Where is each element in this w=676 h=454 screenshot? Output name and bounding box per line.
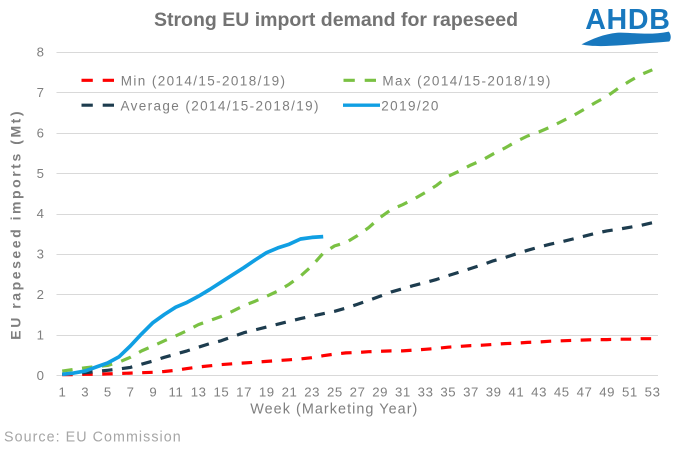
svg-text:23: 23 — [304, 385, 320, 400]
svg-text:29: 29 — [372, 385, 388, 400]
svg-text:35: 35 — [440, 385, 456, 400]
svg-text:0: 0 — [37, 368, 44, 383]
svg-text:11: 11 — [169, 385, 184, 400]
svg-text:1: 1 — [59, 385, 67, 400]
svg-text:3: 3 — [37, 247, 44, 262]
svg-text:17: 17 — [236, 385, 252, 400]
svg-text:6: 6 — [37, 126, 44, 141]
svg-text:43: 43 — [531, 385, 547, 400]
svg-text:5: 5 — [104, 385, 112, 400]
svg-text:1: 1 — [37, 327, 44, 342]
svg-text:13: 13 — [191, 385, 207, 400]
svg-text:49: 49 — [599, 385, 615, 400]
svg-text:41: 41 — [508, 385, 524, 400]
svg-text:Average (2014/15-2018/19): Average (2014/15-2018/19) — [121, 98, 320, 113]
svg-text:7: 7 — [37, 85, 44, 100]
svg-text:19: 19 — [259, 385, 275, 400]
svg-text:21: 21 — [282, 385, 298, 400]
svg-text:Week (Marketing Year): Week (Marketing Year) — [250, 401, 418, 417]
svg-text:EU rapeseed imports (Mt): EU rapeseed imports (Mt) — [8, 109, 24, 340]
svg-text:45: 45 — [554, 385, 570, 400]
svg-text:31: 31 — [395, 385, 411, 400]
svg-text:47: 47 — [577, 385, 593, 400]
svg-text:15: 15 — [213, 385, 229, 400]
svg-text:4: 4 — [37, 206, 44, 221]
svg-text:Strong EU import demand for ra: Strong EU import demand for rapeseed — [154, 9, 518, 31]
svg-text:7: 7 — [127, 385, 135, 400]
svg-text:9: 9 — [149, 385, 157, 400]
svg-text:37: 37 — [463, 385, 479, 400]
svg-text:27: 27 — [350, 385, 366, 400]
svg-text:2019/20: 2019/20 — [381, 98, 439, 113]
svg-text:Max (2014/15-2018/19): Max (2014/15-2018/19) — [382, 73, 551, 88]
svg-text:39: 39 — [486, 385, 502, 400]
svg-text:33: 33 — [418, 385, 434, 400]
svg-text:8: 8 — [37, 45, 44, 60]
svg-text:Min (2014/15-2018/19): Min (2014/15-2018/19) — [121, 73, 287, 88]
svg-text:AHDB: AHDB — [585, 4, 670, 36]
svg-text:51: 51 — [622, 385, 638, 400]
svg-text:53: 53 — [645, 385, 661, 400]
svg-text:Source: EU Commission: Source: EU Commission — [4, 429, 182, 445]
svg-text:2: 2 — [37, 287, 44, 302]
svg-text:3: 3 — [81, 385, 89, 400]
svg-text:5: 5 — [37, 166, 44, 181]
svg-text:25: 25 — [327, 385, 343, 400]
